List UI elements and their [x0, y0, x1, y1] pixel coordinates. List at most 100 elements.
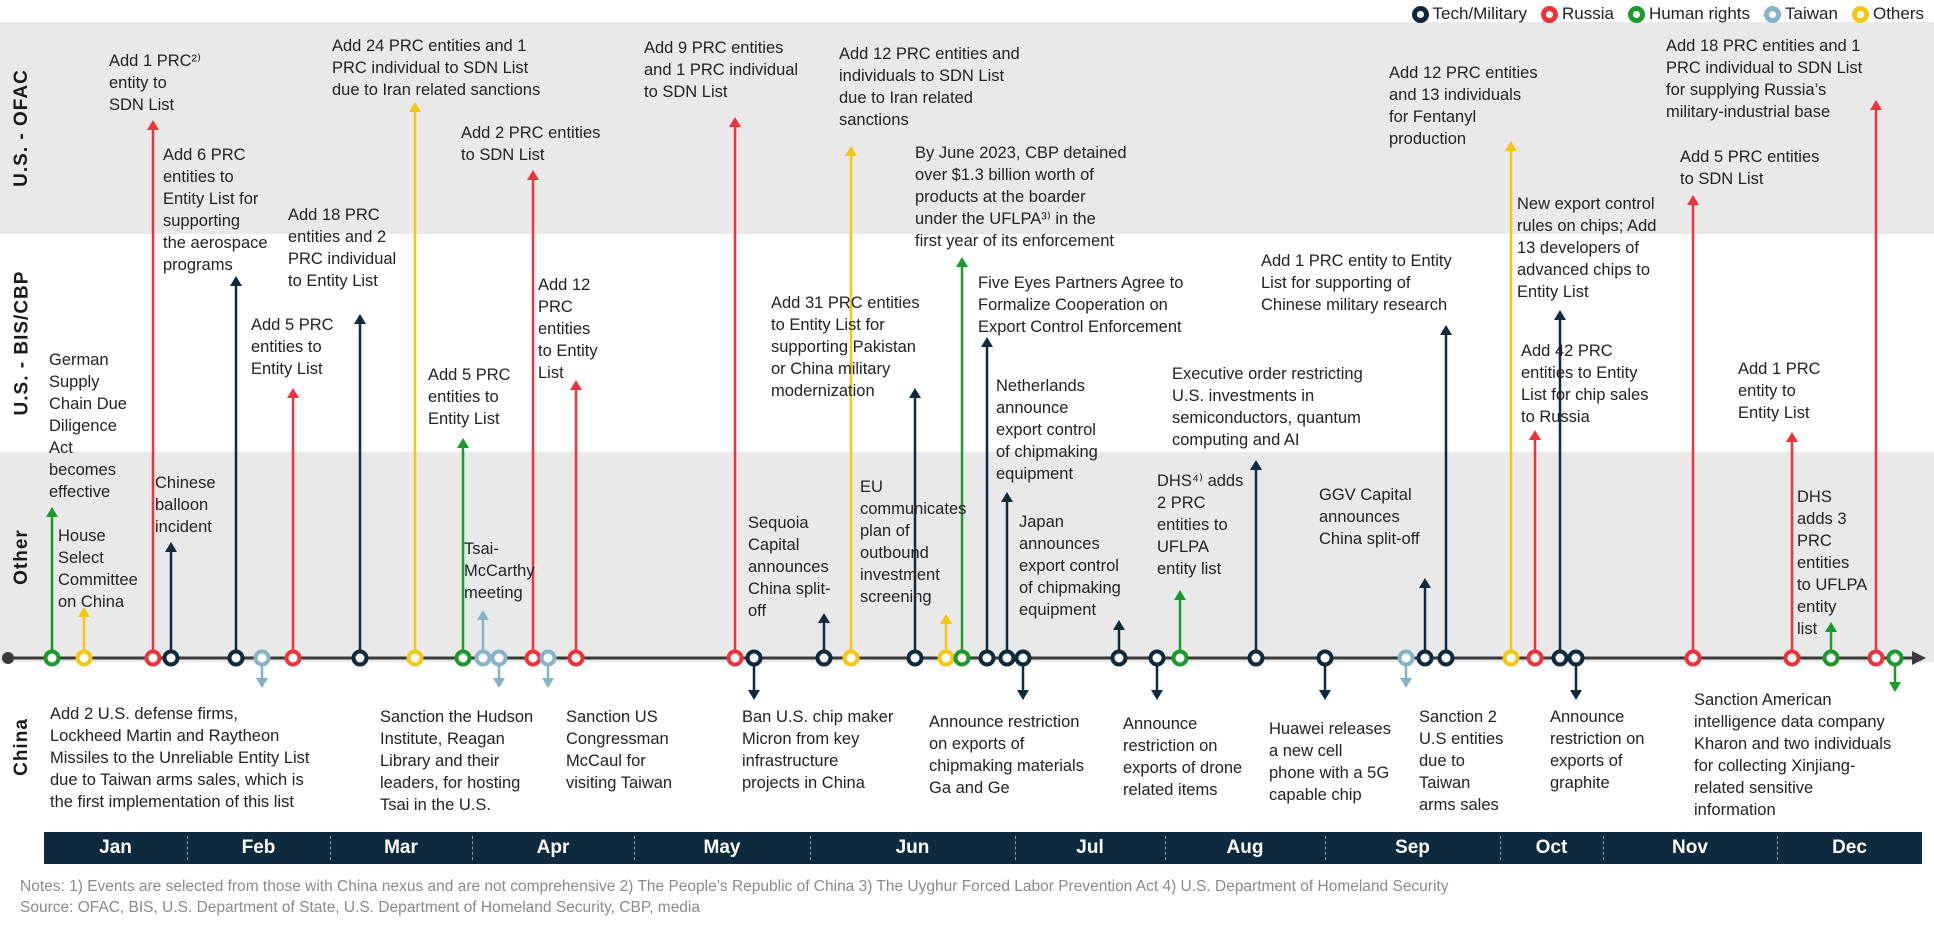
event-arrowhead [1250, 460, 1262, 470]
event-cbp-uflpa-detention: By June 2023, CBP detained over $1.3 bil… [915, 144, 1127, 250]
event-ggv-capital-split: GGV Capital announces China split-off [1319, 486, 1420, 548]
legend-swatch-taiwan [1764, 5, 1782, 23]
event-tsai-mccarthy-meeting: Tsai- McCarthy meeting [464, 540, 535, 602]
legend-item-taiwan: Taiwan [1764, 4, 1838, 24]
event-china-drone-restriction: Announce restriction on exports of drone… [1123, 715, 1243, 799]
event-arrowhead [570, 380, 582, 390]
event-china-micron-ban: Ban U.S. chip maker Micron from key infr… [742, 708, 894, 792]
month-label-mar: Mar [384, 837, 418, 858]
event-node-human-rights [1886, 649, 1904, 667]
event-node-tech-military [1247, 649, 1265, 667]
event-arrowhead [1889, 682, 1901, 692]
band-ofac-shade [0, 22, 1934, 234]
month-separator [1603, 836, 1604, 860]
legend-item-tech-military: Tech/Military [1411, 4, 1527, 24]
event-eu-outbound-screening: EU communicates plan of outbound investm… [860, 478, 967, 606]
event-five-eyes-cooperation: Five Eyes Partners Agree to Formalize Co… [978, 274, 1184, 336]
event-arrowhead [956, 257, 968, 267]
event-arrowhead [909, 388, 921, 398]
event-node-taiwan [253, 649, 271, 667]
event-china-unreliable-entity-list: Add 2 U.S. defense firms, Lockheed Marti… [50, 705, 310, 811]
legend-item-others: Others [1851, 4, 1924, 24]
event-china-sanction-kharon: Sanction American intelligence data comp… [1694, 691, 1892, 819]
event-node-russia [1526, 649, 1544, 667]
legend-label-human-rights: Human rights [1648, 4, 1751, 23]
event-bis-aerospace-entity-list: Add 6 PRC entities to Entity List for su… [163, 146, 268, 274]
event-sequoia-split: Sequoia Capital announces China split- o… [748, 514, 831, 620]
event-node-human-rights [454, 649, 472, 667]
event-arrowhead [542, 678, 554, 688]
event-arrowhead [1505, 141, 1517, 151]
event-bis-1-entity-dec: Add 1 PRC entity to Entity List [1738, 360, 1821, 422]
event-node-others [842, 649, 860, 667]
event-arrowhead [1554, 310, 1566, 320]
month-separator [810, 836, 811, 860]
event-node-others [406, 649, 424, 667]
event-bis-31-entities: Add 31 PRC entities to Entity List for s… [771, 294, 920, 400]
event-node-russia [567, 649, 585, 667]
month-label-aug: Aug [1226, 837, 1264, 858]
event-node-russia [1867, 649, 1885, 667]
event-arrowhead [409, 102, 421, 112]
event-bis-chip-rules: New export control rules on chips; Add 1… [1517, 195, 1657, 301]
month-label-may: May [703, 837, 741, 858]
event-arrowhead [1440, 325, 1452, 335]
source-note: Source: OFAC, BIS, U.S. Department of St… [20, 899, 700, 916]
event-arrowhead [1001, 492, 1013, 502]
month-label-jul: Jul [1076, 837, 1104, 858]
event-node-others [937, 649, 955, 667]
event-arrowhead [1400, 678, 1412, 688]
month-separator [187, 836, 188, 860]
event-arrowhead [493, 678, 505, 688]
event-node-tech-military [815, 649, 833, 667]
month-label-nov: Nov [1672, 837, 1708, 858]
month-label-dec: Dec [1832, 837, 1867, 858]
event-arrowhead [1174, 590, 1186, 600]
band-bis-shade [0, 234, 1934, 452]
event-china-sanction-hudson: Sanction the Hudson Institute, Reagan Li… [380, 708, 534, 814]
event-german-supply-chain-act: German Supply Chain Due Diligence Act be… [49, 351, 127, 501]
event-node-tech-military [1148, 649, 1166, 667]
legend-swatch-tech-military [1411, 5, 1429, 23]
legend-swatch-human-rights [1627, 5, 1645, 23]
event-dhs-2-entities-uflpa: DHS⁴⁾ adds 2 PRC entities to UFLPA entit… [1157, 472, 1244, 578]
legend-label-russia: Russia [1561, 4, 1614, 23]
event-ofac-iran-24-entities: Add 24 PRC entities and 1 PRC individual… [332, 37, 541, 99]
event-arrowhead [147, 120, 159, 130]
legend: Tech/Military Russia Human rights Taiwan… [1398, 4, 1924, 24]
month-separator [1325, 836, 1326, 860]
event-node-russia [144, 649, 162, 667]
event-node-tech-military [351, 649, 369, 667]
event-arrowhead [457, 438, 469, 448]
event-ofac-iran-12-entities: Add 12 PRC entities and individuals to S… [839, 45, 1020, 129]
event-node-tech-military [1014, 649, 1032, 667]
event-node-tech-military [1567, 649, 1585, 667]
month-separator [1015, 836, 1016, 860]
event-china-sanction-us-entities: Sanction 2 U.S entities due to Taiwan ar… [1419, 708, 1504, 814]
event-china-ga-ge-restriction: Announce restriction on exports of chipm… [929, 713, 1084, 797]
month-label-jun: Jun [895, 837, 930, 858]
event-bis-42-entities-russia: Add 42 PRC entities to Entity List for c… [1521, 342, 1649, 426]
event-node-human-rights [1822, 649, 1840, 667]
event-node-taiwan [539, 649, 557, 667]
legend-label-others: Others [1872, 4, 1924, 23]
legend-swatch-russia [1540, 5, 1558, 23]
month-label-jan: Jan [99, 837, 132, 858]
event-arrowhead [527, 170, 539, 180]
event-arrowhead [1151, 690, 1163, 700]
event-arrowhead [230, 276, 242, 286]
event-arrowhead [1825, 622, 1837, 632]
event-node-russia [524, 649, 542, 667]
event-executive-order-investments: Executive order restricting U.S. investm… [1172, 365, 1363, 449]
event-bis-5-entities-mar: Add 5 PRC entities to Entity List [428, 366, 511, 428]
month-separator [472, 836, 473, 860]
event-node-tech-military [745, 649, 763, 667]
event-chinese-balloon: Chinese balloon incident [155, 474, 216, 536]
month-label-sep: Sep [1395, 837, 1430, 858]
band-china-shade [0, 662, 1934, 832]
event-node-human-rights [43, 649, 61, 667]
event-node-tech-military [1416, 649, 1434, 667]
event-node-taiwan [490, 649, 508, 667]
event-ofac-5-entities-nov: Add 5 PRC entities to SDN List [1680, 148, 1820, 188]
